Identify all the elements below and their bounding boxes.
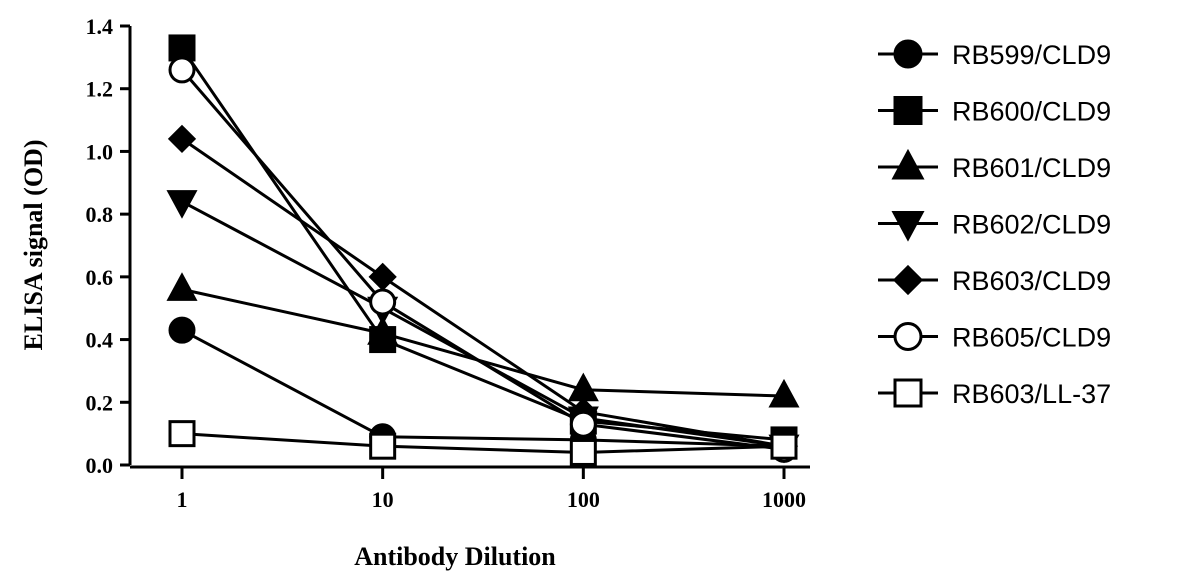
data-point [166, 190, 198, 219]
series-line-rb600-cld9 [180, 47, 785, 442]
data-point [166, 272, 198, 301]
legend-label: RB603/CLD9 [952, 266, 1111, 296]
legend-label: RB599/CLD9 [952, 40, 1111, 70]
y-tick-label: 0.0 [86, 453, 114, 478]
series-line-rb599-cld9 [181, 328, 785, 448]
legend-marker [893, 378, 923, 408]
legend-label: RB605/CLD9 [952, 323, 1111, 353]
legend-marker [893, 39, 923, 69]
x-tick-label: 1000 [762, 487, 806, 512]
y-tick-label: 0.4 [86, 328, 114, 353]
legend-marker [891, 211, 925, 242]
data-point [367, 316, 399, 345]
data-point [368, 262, 397, 291]
legend-label: RB601/CLD9 [952, 153, 1111, 183]
legend-marker [892, 264, 924, 296]
axes: 0.0 0.2 0.4 0.6 0.8 1.0 1.2 1.4 1 10 100 1000 [86, 14, 810, 512]
legend-marker [893, 96, 923, 125]
x-tick-label: 10 [372, 487, 394, 512]
series-line-rb602-cld9 [181, 200, 785, 448]
series-line-rb603-cld9 [181, 137, 785, 448]
data-point [569, 410, 597, 438]
x-axis-label: Antibody Dilution [354, 542, 556, 571]
data-point [369, 432, 397, 460]
series-line-rb603-ll-37 [181, 432, 785, 454]
data-point [768, 378, 800, 408]
data-point [168, 34, 196, 62]
series-line-rb605-cld9 [180, 68, 785, 451]
data-point [569, 438, 597, 466]
y-tick-label: 1.4 [86, 14, 114, 39]
data-point [168, 316, 196, 344]
y-tick-label: 0.2 [86, 390, 114, 415]
series-lines [180, 47, 785, 454]
legend-marker [893, 322, 923, 351]
data-point [168, 56, 196, 84]
series-markers [166, 34, 800, 466]
x-tick-label: 1 [177, 487, 188, 512]
y-tick-label: 1.0 [86, 139, 114, 164]
x-tick-label: 100 [567, 487, 600, 512]
legend-label: RB603/LL-37 [952, 379, 1111, 409]
data-point [369, 288, 397, 316]
y-tick-label: 1.2 [86, 77, 114, 102]
legend-label: RB602/CLD9 [952, 210, 1111, 240]
data-point [167, 124, 197, 154]
y-tick-label: 0.8 [86, 202, 114, 227]
legend-marker [891, 148, 925, 180]
y-tick-label: 0.6 [86, 265, 114, 290]
data-point [770, 432, 798, 460]
legend-label: RB600/CLD9 [952, 97, 1111, 127]
data-point [168, 420, 196, 448]
legend: RB599/CLD9 RB600/CLD9 RB601/CLD9 RB602/CLD9… [878, 39, 1111, 409]
y-axis-label: ELISA signal (OD) [19, 140, 48, 351]
